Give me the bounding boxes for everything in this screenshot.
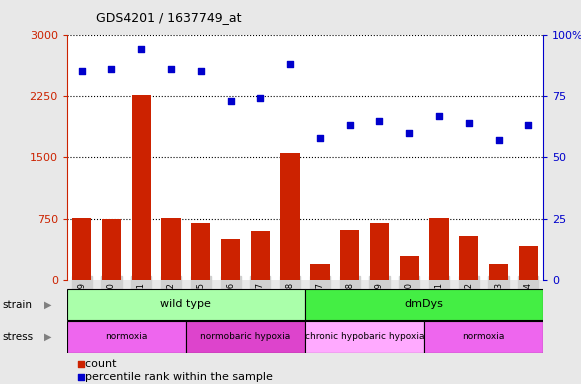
Bar [489, 263, 508, 280]
Text: percentile rank within the sample: percentile rank within the sample [78, 372, 273, 382]
Point [404, 130, 414, 136]
Bar [459, 236, 479, 280]
Point [315, 135, 325, 141]
Point [435, 113, 444, 119]
Bar [424, 321, 543, 353]
Bar [186, 321, 305, 353]
Text: normoxia: normoxia [105, 333, 148, 341]
Point [166, 66, 175, 72]
Bar [221, 239, 241, 280]
Point [464, 120, 474, 126]
Bar [131, 95, 151, 280]
Point [137, 46, 146, 52]
Point [523, 122, 533, 129]
Bar [429, 218, 449, 280]
Bar [370, 223, 389, 280]
Text: GDS4201 / 1637749_at: GDS4201 / 1637749_at [96, 12, 241, 25]
Text: stress: stress [3, 332, 34, 342]
Bar [519, 246, 538, 280]
Bar [162, 218, 181, 280]
Text: strain: strain [3, 300, 33, 310]
Bar [340, 230, 360, 280]
Point [196, 68, 206, 74]
Text: chronic hypobaric hypoxia: chronic hypobaric hypoxia [305, 333, 424, 341]
Text: count: count [78, 359, 117, 369]
Point [77, 68, 87, 74]
Text: ▶: ▶ [44, 332, 51, 342]
Bar [250, 231, 270, 280]
Text: ▶: ▶ [44, 300, 51, 310]
Bar [310, 263, 329, 280]
Bar [281, 153, 300, 280]
Bar [305, 321, 424, 353]
Text: wild type: wild type [160, 299, 211, 310]
Bar [400, 256, 419, 280]
Bar [305, 289, 543, 320]
Bar [72, 218, 91, 280]
Point [345, 122, 354, 129]
Point [375, 118, 384, 124]
Point [494, 137, 503, 143]
Bar [67, 321, 186, 353]
Text: dmDys: dmDys [405, 299, 443, 310]
Text: normoxia: normoxia [462, 333, 505, 341]
Bar [102, 219, 121, 280]
Point [226, 98, 235, 104]
Point [107, 66, 116, 72]
Point [256, 95, 265, 101]
Bar [67, 289, 305, 320]
Text: normobaric hypoxia: normobaric hypoxia [200, 333, 290, 341]
Point [285, 61, 295, 67]
Bar [191, 223, 210, 280]
